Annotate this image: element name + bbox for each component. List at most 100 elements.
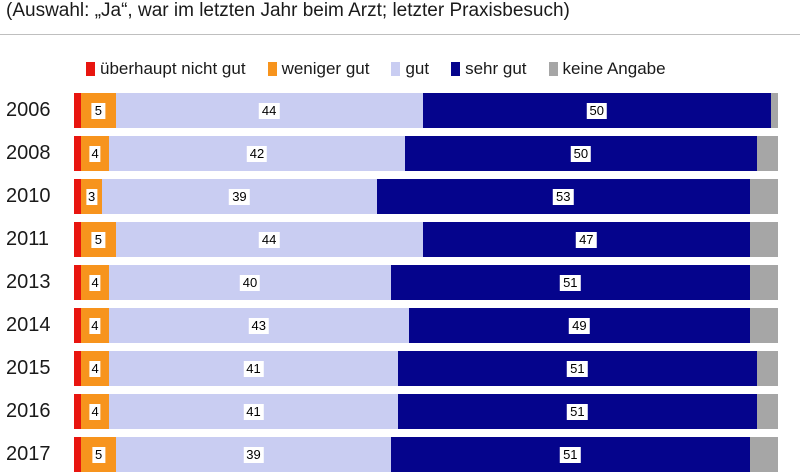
bar-segment-ueberhaupt-nicht-gut xyxy=(74,265,82,300)
bar-segment-weniger-gut: 4 xyxy=(81,265,110,300)
bar-segment-ueberhaupt-nicht-gut xyxy=(74,136,82,171)
data-label: 5 xyxy=(92,446,106,463)
bar-segment-keine-angabe xyxy=(756,351,778,386)
bar-row-2013: 2013 4 40 51 xyxy=(0,261,800,304)
chart-legend: überhaupt nicht gut weniger gut gut sehr gu… xyxy=(86,58,666,80)
bar-segment-keine-angabe xyxy=(756,136,778,171)
bar-segment-ueberhaupt-nicht-gut xyxy=(74,394,82,429)
legend-label: gut xyxy=(405,59,430,78)
legend-swatch-weniger-gut xyxy=(267,62,277,76)
bar-stack: 4 40 51 xyxy=(74,265,778,300)
bar-segment-weniger-gut: 4 xyxy=(80,308,109,343)
bar-segment-gut: 41 xyxy=(109,351,398,386)
bar-segment-sehr-gut: 49 xyxy=(408,308,751,343)
bar-segment-gut: 44 xyxy=(115,93,423,128)
legend-swatch-sehr-gut xyxy=(451,62,461,76)
bar-segment-ueberhaupt-nicht-gut xyxy=(74,308,81,343)
bar-segment-weniger-gut: 5 xyxy=(80,93,116,128)
bar-row-2006: 2006 5 44 50 xyxy=(0,89,800,132)
data-label: 5 xyxy=(91,231,106,248)
year-label: 2014 xyxy=(6,314,51,336)
data-label: 4 xyxy=(89,145,101,162)
bar-stack: 5 44 50 xyxy=(74,93,778,128)
legend-label: keine Angabe xyxy=(562,59,666,78)
bar-segment-weniger-gut: 3 xyxy=(81,179,103,214)
data-label: 39 xyxy=(229,188,250,205)
year-label: 2013 xyxy=(6,271,51,293)
bar-segment-gut: 39 xyxy=(102,179,377,214)
data-label: 4 xyxy=(89,360,101,377)
bar-stack: 5 44 47 xyxy=(74,222,778,257)
data-label: 50 xyxy=(586,102,607,119)
data-label: 43 xyxy=(248,317,269,334)
legend-swatch-keine-angabe xyxy=(548,62,558,76)
year-label: 2006 xyxy=(6,99,51,121)
bar-row-2010: 2010 3 39 53 xyxy=(0,175,800,218)
year-label: 2017 xyxy=(6,443,51,465)
data-label: 41 xyxy=(243,403,264,420)
bar-segment-ueberhaupt-nicht-gut xyxy=(74,351,82,386)
data-label: 3 xyxy=(85,188,98,205)
bar-segment-keine-angabe xyxy=(750,222,778,257)
data-label: 4 xyxy=(89,274,101,291)
bar-stack: 4 43 49 xyxy=(74,308,778,343)
legend-item-weniger-gut: weniger gut xyxy=(267,59,370,79)
data-label: 41 xyxy=(243,360,264,377)
bar-stack: 4 41 51 xyxy=(74,394,778,429)
bar-row-2008: 2008 4 42 50 xyxy=(0,132,800,175)
bar-segment-weniger-gut: 5 xyxy=(81,437,117,472)
bar-segment-sehr-gut: 51 xyxy=(397,394,757,429)
data-label: 47 xyxy=(576,231,597,248)
bar-stack: 4 41 51 xyxy=(74,351,778,386)
bar-row-2014: 2014 4 43 49 xyxy=(0,304,800,347)
bar-segment-gut: 42 xyxy=(109,136,405,171)
bar-stack: 5 39 51 xyxy=(74,437,778,472)
legend-item-sehr-gut: sehr gut xyxy=(451,59,527,79)
data-label: 4 xyxy=(89,403,101,420)
year-label: 2016 xyxy=(6,400,51,422)
bar-segment-gut: 39 xyxy=(116,437,391,472)
bar-segment-gut: 43 xyxy=(108,308,409,343)
bar-segment-ueberhaupt-nicht-gut xyxy=(74,222,81,257)
bar-stack: 4 42 50 xyxy=(74,136,778,171)
data-label: 4 xyxy=(89,317,101,334)
bar-segment-sehr-gut: 50 xyxy=(422,93,771,128)
data-label: 40 xyxy=(239,274,261,291)
data-label: 50 xyxy=(570,145,592,162)
year-label: 2011 xyxy=(6,228,50,250)
bar-segment-sehr-gut: 47 xyxy=(422,222,751,257)
legend-swatch-ueberhaupt-nicht-gut xyxy=(86,62,95,76)
bar-segment-sehr-gut: 51 xyxy=(390,265,750,300)
bar-stack: 3 39 53 xyxy=(74,179,778,214)
bar-segment-keine-angabe xyxy=(749,179,778,214)
bar-row-2017: 2017 5 39 51 xyxy=(0,433,800,476)
data-label: 51 xyxy=(567,360,588,377)
bar-segment-sehr-gut: 51 xyxy=(390,437,750,472)
legend-item-gut: gut xyxy=(391,59,429,79)
legend-label: sehr gut xyxy=(465,59,527,78)
bar-segment-sehr-gut: 53 xyxy=(376,179,750,214)
bar-segment-ueberhaupt-nicht-gut xyxy=(74,93,81,128)
data-label: 51 xyxy=(560,274,581,291)
bar-segment-gut: 44 xyxy=(115,222,423,257)
bar-segment-keine-angabe xyxy=(771,93,778,128)
legend-label: überhaupt nicht gut xyxy=(100,59,246,78)
header-divider xyxy=(0,34,800,35)
bar-segment-weniger-gut: 4 xyxy=(81,136,110,171)
year-label: 2008 xyxy=(6,142,51,164)
legend-item-ueberhaupt-nicht-gut: überhaupt nicht gut xyxy=(86,59,246,79)
bar-segment-keine-angabe xyxy=(749,437,778,472)
data-label: 53 xyxy=(553,188,574,205)
legend-label: weniger gut xyxy=(281,59,370,78)
data-label: 44 xyxy=(258,231,280,248)
bar-segment-ueberhaupt-nicht-gut xyxy=(74,437,82,472)
bar-segment-weniger-gut: 5 xyxy=(80,222,116,257)
bar-segment-weniger-gut: 4 xyxy=(81,394,110,429)
data-label: 39 xyxy=(243,446,264,463)
chart-subtitle: (Auswahl: „Ja“, war im letzten Jahr beim… xyxy=(6,0,570,21)
legend-item-keine-angabe: keine Angabe xyxy=(548,59,666,79)
bar-segment-sehr-gut: 51 xyxy=(397,351,757,386)
year-label: 2015 xyxy=(6,357,51,379)
year-label: 2010 xyxy=(6,185,51,207)
data-label: 51 xyxy=(567,403,588,420)
